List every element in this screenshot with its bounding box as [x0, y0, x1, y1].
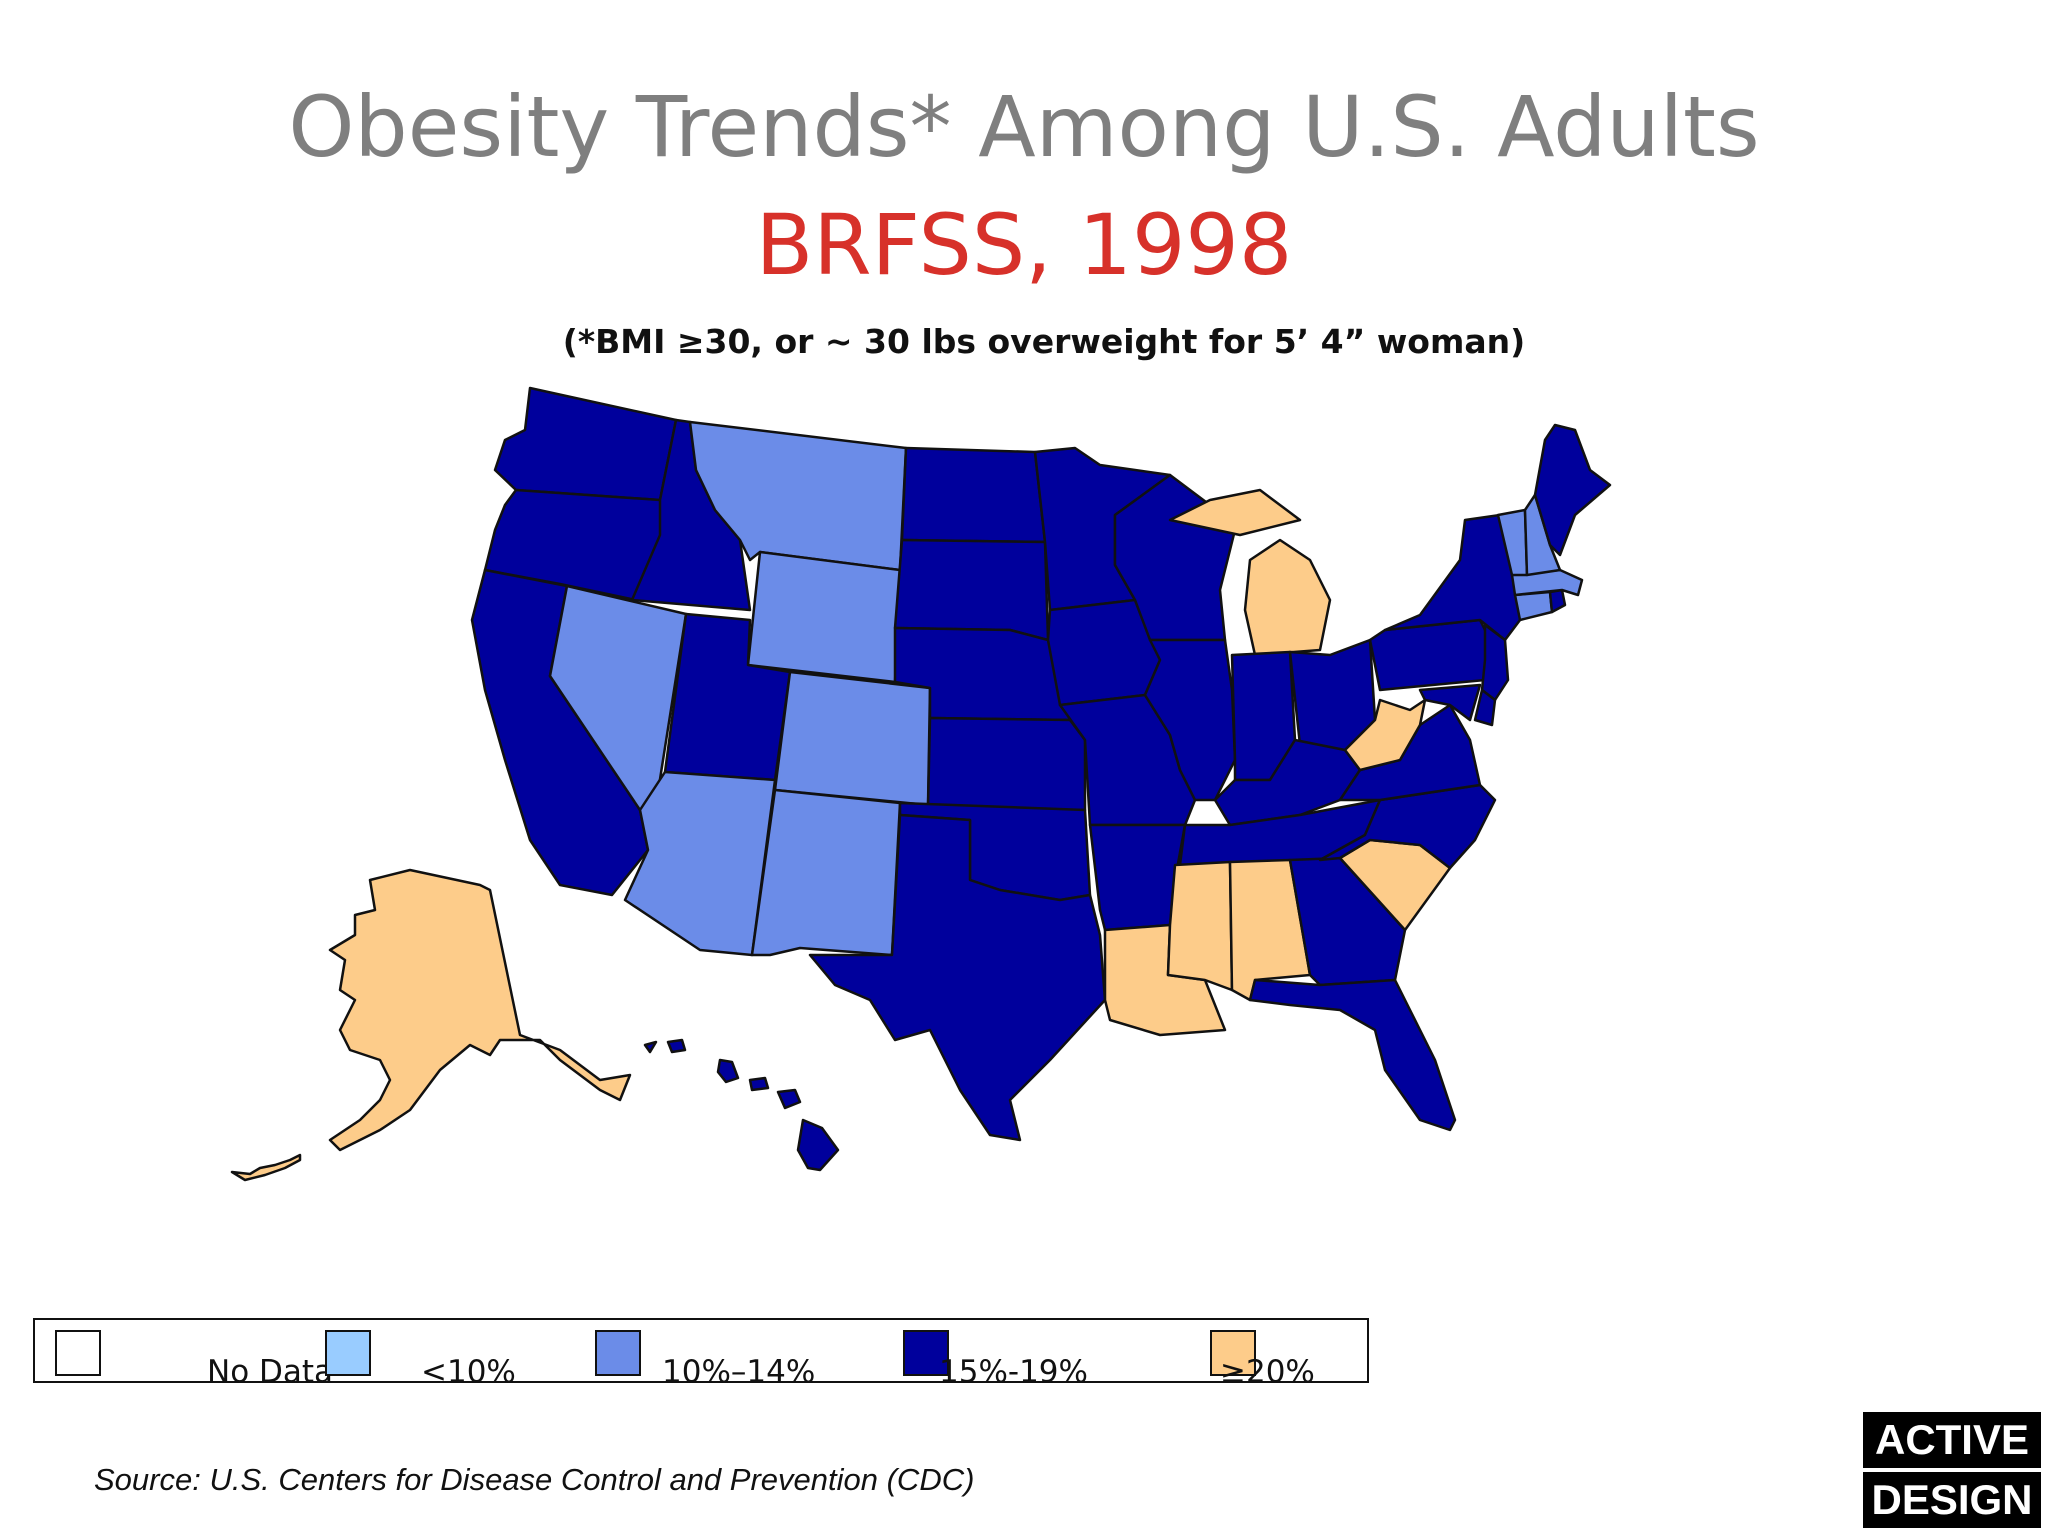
state-AZ — [623, 770, 777, 957]
state-KS — [926, 716, 1087, 812]
logo-line: DESIGN — [1871, 1476, 2033, 1523]
state-CO — [773, 670, 932, 807]
legend-label: 10%–14% — [662, 1354, 816, 1390]
state-NM — [750, 788, 902, 957]
state-WV — [1343, 698, 1427, 772]
source-note: Source: U.S. Centers for Disease Control… — [94, 1462, 975, 1497]
legend-swatch-lt10 — [325, 1330, 371, 1376]
logo-line: ACTIVE — [1863, 1412, 2041, 1472]
state-MS — [1166, 860, 1234, 992]
state-DE — [1473, 688, 1497, 727]
legend-swatch-10-14 — [595, 1330, 641, 1376]
state-HI — [643, 1038, 840, 1172]
state-IL — [1143, 638, 1237, 802]
map-subtitle: BRFSS, 1998 — [755, 196, 1293, 294]
state-WY — [746, 550, 902, 684]
active-design-logo: ACTIVE DESIGN — [1863, 1412, 2041, 1528]
legend-label: No Data — [207, 1354, 334, 1390]
legend-label: ≥20% — [1220, 1354, 1315, 1390]
legend-label: 15%-19% — [939, 1354, 1088, 1390]
state-NY — [1383, 513, 1522, 642]
state-ND — [900, 446, 1047, 544]
legend-swatch-no-data — [55, 1330, 101, 1376]
state-AK-islands — [230, 1153, 302, 1182]
state-TX — [808, 813, 1107, 1142]
legend-swatch-15-19 — [903, 1330, 949, 1376]
legend-label: <10% — [421, 1354, 516, 1390]
state-RI — [1548, 588, 1567, 614]
state-NH — [1523, 493, 1562, 577]
state-MD — [1418, 683, 1482, 722]
state-MI — [1168, 488, 1332, 657]
legend: No Data <10% 10%–14% 15%-19% ≥20% — [33, 1318, 1369, 1390]
bmi-footnote: (*BMI ≥30, or ~ 30 lbs overweight for 5’… — [562, 322, 1526, 361]
state-FL — [1248, 978, 1457, 1132]
legend-swatch-20plus — [1210, 1330, 1256, 1376]
map-title: Obesity Trends* Among U.S. Adults — [288, 78, 1760, 176]
state-AK — [328, 868, 632, 1152]
state-CT — [1513, 590, 1554, 622]
state-WA — [493, 386, 678, 502]
state-NC — [1318, 783, 1497, 870]
state-SD — [893, 538, 1050, 642]
state-ME — [1533, 423, 1612, 557]
